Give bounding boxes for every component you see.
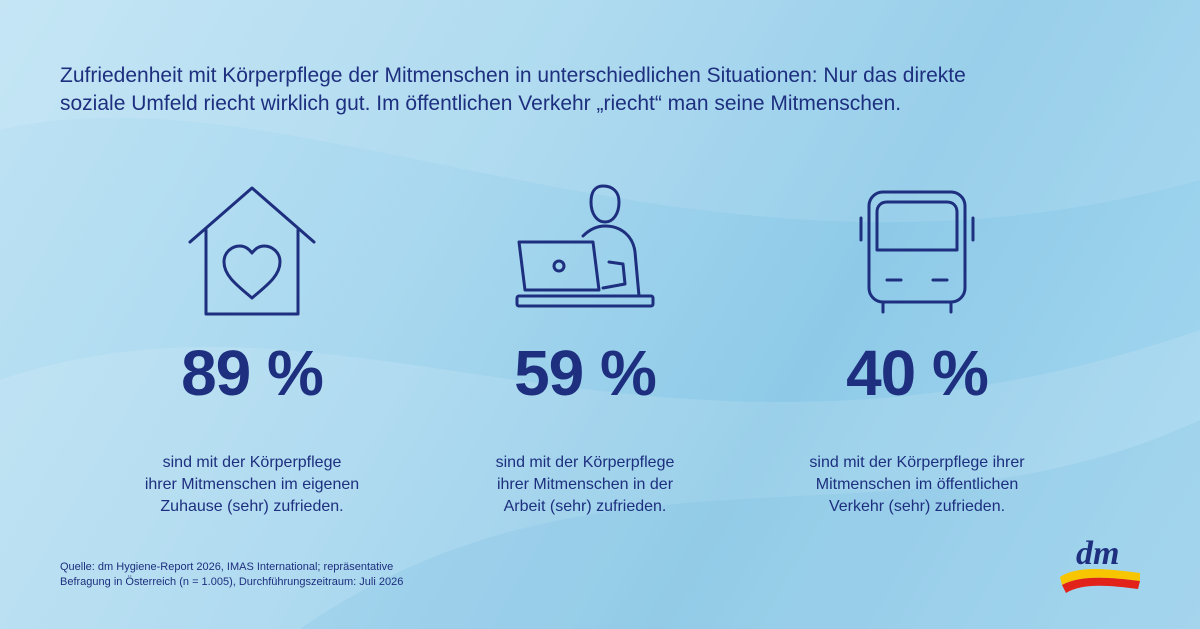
home-heart-icon xyxy=(188,186,316,316)
bus-icon xyxy=(859,190,975,314)
stat-desc-work: sind mit der Körperpflege ihrer Mitmensc… xyxy=(495,454,675,515)
stat-work: 59 % sind mit der Körperpflege ihrer Mit… xyxy=(420,180,750,518)
logo-swoosh-icon xyxy=(1060,569,1140,593)
stat-value-home: 89 % xyxy=(181,337,324,409)
logo-text: dm xyxy=(1076,535,1120,572)
headline-line-1: Zufriedenheit mit Körperpflege der Mitme… xyxy=(60,64,966,87)
source-note: Quelle: dm Hygiene-Report 2026, IMAS Int… xyxy=(60,561,404,588)
dm-logo: dm xyxy=(1058,535,1142,595)
headline: Zufriedenheit mit Körperpflege der Mitme… xyxy=(60,62,1140,118)
stat-desc-home: sind mit der Körperpflege ihrer Mitmensc… xyxy=(144,454,360,515)
stat-value-bus: 40 % xyxy=(846,337,989,409)
stat-bus: 40 % sind mit der Körperpflege ihrer Mit… xyxy=(752,180,1082,518)
stat-desc-bus: sind mit der Körperpflege ihrer Mitmensc… xyxy=(809,454,1025,515)
laptop-worker-icon xyxy=(515,184,655,308)
headline-line-2: soziale Umfeld riecht wirklich gut. Im ö… xyxy=(60,92,902,115)
stat-value-work: 59 % xyxy=(514,337,657,409)
stat-home: 89 % sind mit der Körperpflege ihrer Mit… xyxy=(87,180,417,518)
